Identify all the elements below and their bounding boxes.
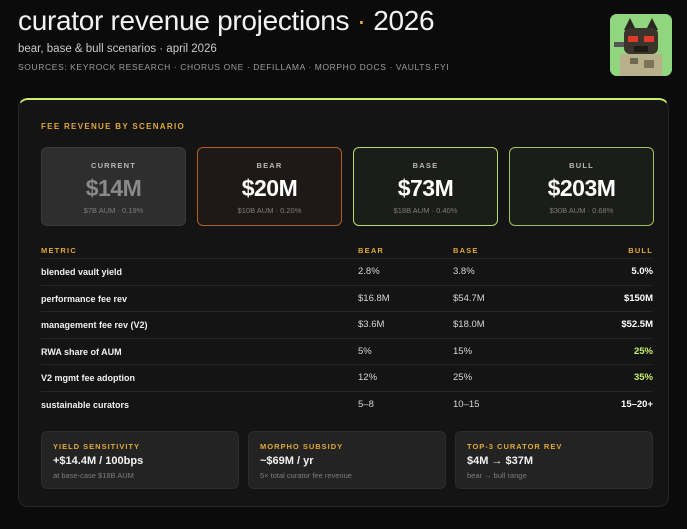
- page-subtitle: bear, base & bull scenarios · april 2026: [18, 43, 217, 55]
- card-base: BASE $73M $18B AUM · 0.40%: [353, 147, 498, 226]
- cell-bull: 35%: [633, 372, 653, 383]
- footer-label: TOP-3 CURATOR REV: [467, 442, 563, 451]
- title-year: 2026: [373, 5, 435, 36]
- cell-metric: sustainable curators: [41, 399, 130, 410]
- table-row: performance fee rev $16.8M $54.7M $150M: [41, 286, 653, 312]
- header: curator revenue projections · 2026 bear,…: [18, 4, 598, 72]
- cell-metric: performance fee rev: [41, 293, 128, 304]
- cell-bear: 5–8: [358, 398, 374, 410]
- cell-metric: management fee rev (V2): [41, 320, 148, 330]
- table-header-row: METRIC BEAR BASE BULL: [41, 242, 653, 259]
- card-sub: $30B AUM · 0.68%: [549, 206, 614, 215]
- scenario-panel: FEE REVENUE BY SCENARIO CURRENT $14M $7B…: [18, 98, 669, 507]
- page-title: curator revenue projections · 2026: [18, 4, 598, 38]
- cell-base: 25%: [453, 372, 473, 383]
- panel-label: FEE REVENUE BY SCENARIO: [41, 122, 185, 131]
- card-label: BASE: [412, 161, 439, 170]
- cell-bull: $52.5M: [621, 319, 653, 330]
- cell-base: $54.7M: [453, 292, 485, 304]
- footer-card-yield-sensitivity: YIELD SENSITIVITY +$14.4M / 100bps at ba…: [41, 431, 239, 489]
- wolf-avatar-icon: [610, 14, 672, 76]
- card-current: CURRENT $14M $7B AUM · 0.19%: [41, 147, 186, 226]
- footer-sub: at base-case $18B AUM: [53, 471, 134, 480]
- cell-bull: 15–20+: [621, 398, 653, 410]
- card-value: $203M: [547, 175, 616, 201]
- card-sub: $10B AUM · 0.20%: [237, 206, 302, 215]
- header-bear: BEAR: [358, 246, 385, 255]
- footer-value: $4M → $37M: [467, 455, 534, 467]
- card-value: $73M: [397, 175, 454, 201]
- footer-card-morpho-subsidy: MORPHO SUBSIDY ~$69M / yr 5× total curat…: [248, 431, 446, 489]
- table-row: management fee rev (V2) $3.6M $18.0M $52…: [41, 312, 653, 339]
- cell-bear: 2.8%: [358, 266, 380, 277]
- cell-base: $18.0M: [453, 319, 485, 330]
- cell-bull: 25%: [633, 345, 653, 357]
- footer-value: ~$69M / yr: [260, 455, 314, 467]
- header-metric: METRIC: [41, 246, 77, 255]
- cell-base: 10–15: [453, 398, 480, 410]
- table-row: sustainable curators 5–8 10–15 15–20+: [41, 392, 653, 419]
- card-bear: BEAR $20M $10B AUM · 0.20%: [197, 147, 342, 226]
- cell-metric: V2 mgmt fee adoption: [41, 373, 136, 383]
- cell-bull: 5.0%: [631, 266, 653, 277]
- cell-base: 3.8%: [453, 266, 475, 277]
- footer-label: MORPHO SUBSIDY: [260, 442, 344, 451]
- card-label: CURRENT: [90, 161, 137, 170]
- metrics-table: METRIC BEAR BASE BULL blended vault yiel…: [41, 242, 653, 418]
- title-separator: ·: [356, 5, 366, 36]
- header-base: BASE: [453, 246, 479, 255]
- avatar: [610, 14, 672, 76]
- table-row: V2 mgmt fee adoption 12% 25% 35%: [41, 365, 653, 392]
- card-bull: BULL $203M $30B AUM · 0.68%: [509, 147, 654, 226]
- cell-bear: 5%: [358, 345, 372, 357]
- cell-metric: blended vault yield: [41, 267, 123, 277]
- cell-bear: $3.6M: [358, 319, 385, 330]
- card-value: $20M: [241, 175, 298, 201]
- cell-bull: $150M: [623, 292, 653, 304]
- title-text: curator revenue projections: [18, 5, 350, 36]
- table-row: RWA share of AUM 5% 15% 25%: [41, 339, 653, 365]
- footer-sub: bear → bull range: [467, 471, 527, 480]
- table-row: blended vault yield 2.8% 3.8% 5.0%: [41, 259, 653, 286]
- cell-bear: $16.8M: [358, 292, 390, 304]
- header-bull: BULL: [628, 246, 653, 255]
- card-sub: $18B AUM · 0.40%: [393, 206, 458, 215]
- footer-card-top3-curator-rev: TOP-3 CURATOR REV $4M → $37M bear → bull…: [455, 431, 653, 489]
- cell-metric: RWA share of AUM: [41, 346, 122, 357]
- sources-line: SOURCES: KEYROCK RESEARCH · CHORUS ONE ·…: [18, 62, 450, 72]
- card-label: BEAR: [256, 161, 283, 170]
- cell-base: 15%: [453, 345, 473, 357]
- cell-bear: 12%: [358, 372, 378, 383]
- footer-label: YIELD SENSITIVITY: [53, 442, 141, 451]
- card-label: BULL: [569, 161, 594, 170]
- card-value: $14M: [85, 175, 142, 201]
- footer-value: +$14.4M / 100bps: [53, 455, 144, 467]
- footer-sub: 5× total curator fee revenue: [260, 471, 352, 480]
- card-sub: $7B AUM · 0.19%: [83, 206, 144, 215]
